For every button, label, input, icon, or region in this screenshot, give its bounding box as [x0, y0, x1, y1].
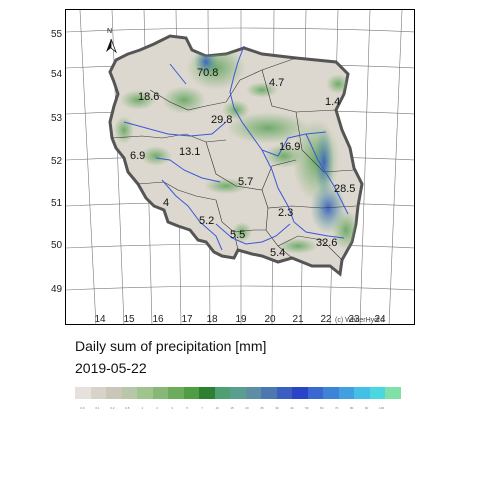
legend-swatch	[369, 387, 385, 399]
legend-tick-label: 90	[364, 406, 369, 410]
legend-tick-label: 10	[215, 406, 219, 410]
legend-swatch	[214, 387, 230, 399]
legend-tick-label: 40	[290, 406, 294, 410]
copyright-note: (c) WetterHydro	[335, 317, 385, 324]
longitude-label: 21	[292, 314, 304, 325]
legend-tick-label: 0.2	[110, 406, 115, 410]
latitude-label: 52	[51, 156, 63, 167]
legend-swatch	[90, 387, 106, 399]
legend-swatch	[245, 387, 261, 399]
legend-tick-labels: 0.0 0.1 0.2 0.5 1 2 3 5 7 10 15 20 25 30 40 50 60 70 80 90 1…	[75, 406, 389, 411]
north-arrow-icon	[106, 38, 117, 54]
legend-tick-label: 100	[379, 406, 385, 410]
region-value-label: 2.3	[278, 207, 294, 219]
longitude-label: 14	[94, 314, 106, 325]
region-value-label: 70.8	[197, 67, 219, 79]
legend-tick-label: 3	[171, 406, 174, 410]
legend-swatch	[152, 387, 168, 399]
legend-swatch	[354, 387, 370, 399]
legend-tick-label: 20	[245, 406, 249, 410]
region-value-label: 28.5	[334, 183, 356, 195]
map-title: Daily sum of precipitation [mm]	[75, 338, 267, 354]
region-value-label: 32.6	[316, 237, 338, 249]
legend-swatch	[183, 387, 199, 399]
legend-swatch	[276, 387, 292, 399]
region-value-label: 1.4	[325, 96, 341, 108]
longitude-label: 18	[206, 314, 218, 325]
latitude-label: 54	[51, 69, 63, 80]
legend-swatch	[121, 387, 137, 399]
longitude-label: 20	[264, 314, 276, 325]
latitude-label: 50	[51, 240, 63, 251]
legend-swatch	[106, 387, 122, 399]
longitude-label: 16	[152, 314, 164, 325]
legend-tick-label: 50	[305, 406, 309, 410]
region-value-label: 4.7	[269, 77, 285, 89]
legend-tick-label: 25	[260, 406, 264, 410]
legend-tick-label: 7	[201, 406, 203, 410]
region-value-label: 16.9	[279, 141, 301, 153]
legend-swatch	[168, 387, 184, 399]
legend-tick-label: 30	[275, 406, 279, 410]
legend-tick-label: 60	[320, 406, 324, 410]
latitude-label: 51	[51, 198, 63, 209]
region-value-label: 13.1	[179, 146, 201, 158]
longitude-label: 15	[123, 314, 135, 325]
longitude-label: 23	[348, 314, 360, 325]
longitude-label: 22	[320, 314, 332, 325]
legend-swatch	[323, 387, 339, 399]
region-value-label: 4	[163, 197, 170, 209]
legend-swatch	[307, 387, 323, 399]
legend-swatch	[199, 387, 215, 399]
legend-tick-label: 70	[335, 406, 339, 410]
legend-swatch	[338, 387, 354, 399]
north-label: N	[107, 28, 113, 35]
latitude-label: 53	[51, 113, 63, 124]
legend-tick-label: 0.5	[125, 406, 130, 410]
region-value-label: 5.4	[270, 247, 286, 259]
north-arrow: N	[104, 28, 118, 54]
legend-swatch	[137, 387, 153, 399]
legend-color-bar	[75, 387, 401, 399]
region-value-label: 5.7	[238, 176, 254, 188]
map-date: 2019-05-22	[75, 360, 147, 376]
region-value-label: 6.9	[130, 150, 146, 162]
region-value-label: 5.5	[230, 229, 246, 241]
legend-tick-label: 0.1	[95, 406, 100, 410]
precipitation-map	[66, 10, 414, 324]
region-value-label: 5.2	[199, 215, 215, 227]
legend-swatch	[261, 387, 277, 399]
longitude-label: 17	[181, 314, 193, 325]
legend-tick-label: 0.0	[80, 406, 85, 410]
legend-tick-label: 80	[349, 406, 354, 410]
latitude-label: 49	[51, 284, 63, 295]
map-frame: 70.8 4.7 18.6 1.4 29.8 16.9 6.9 13.1 5.7 28.5 4 2.3…	[65, 9, 415, 325]
latitude-label: 55	[51, 29, 63, 40]
legend-tick-label: 5	[186, 406, 188, 410]
legend-tick-label: 2	[156, 406, 159, 410]
legend-swatch	[230, 387, 246, 399]
region-value-label: 29.8	[211, 114, 233, 126]
legend-swatch	[75, 387, 91, 399]
legend-swatch	[292, 387, 308, 399]
region-value-label: 18.6	[138, 91, 160, 103]
legend-tick-label: 15	[230, 406, 234, 410]
longitude-label: 19	[235, 314, 247, 325]
legend-tick-label: 1	[141, 406, 144, 410]
rivers	[123, 45, 349, 251]
legend-swatch	[385, 387, 401, 399]
longitude-label: 24	[374, 314, 386, 325]
